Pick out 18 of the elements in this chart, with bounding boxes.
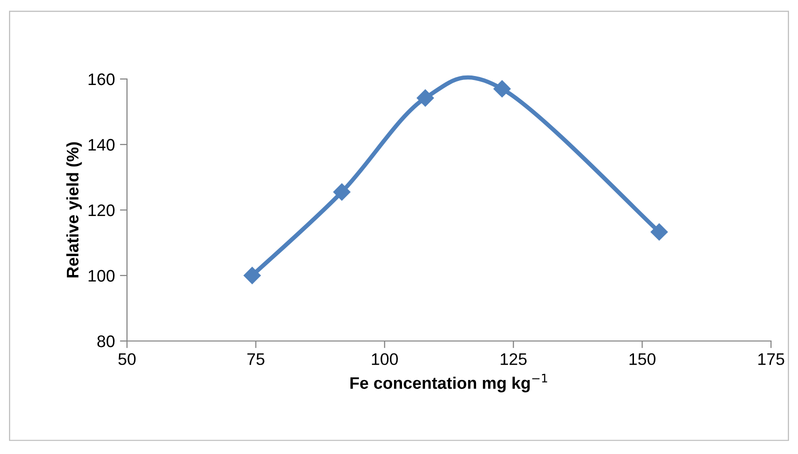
- y-tick-label: 160: [88, 73, 115, 86]
- point: [244, 266, 261, 284]
- y-axis-title: Relative yield (%): [66, 142, 82, 278]
- y-tick-label: 140: [88, 138, 115, 151]
- y-tick-label: 100: [88, 270, 115, 282]
- x-tick-label: 100: [372, 353, 398, 366]
- x-tick-label: 150: [630, 353, 656, 366]
- point: [333, 183, 350, 201]
- x-tick-label: 50: [118, 353, 136, 366]
- point: [494, 80, 511, 98]
- x-tick-label: 125: [500, 353, 527, 366]
- y-tick-label: 80: [97, 335, 115, 348]
- x-tick-label: 175: [758, 353, 784, 366]
- y-tick-label: 120: [88, 204, 115, 216]
- x-tick-label: 75: [247, 353, 264, 366]
- point: [416, 89, 434, 107]
- point: [650, 223, 668, 240]
- x-axis-title: Fe concentation mg kg$^{−1}$: [350, 374, 548, 392]
